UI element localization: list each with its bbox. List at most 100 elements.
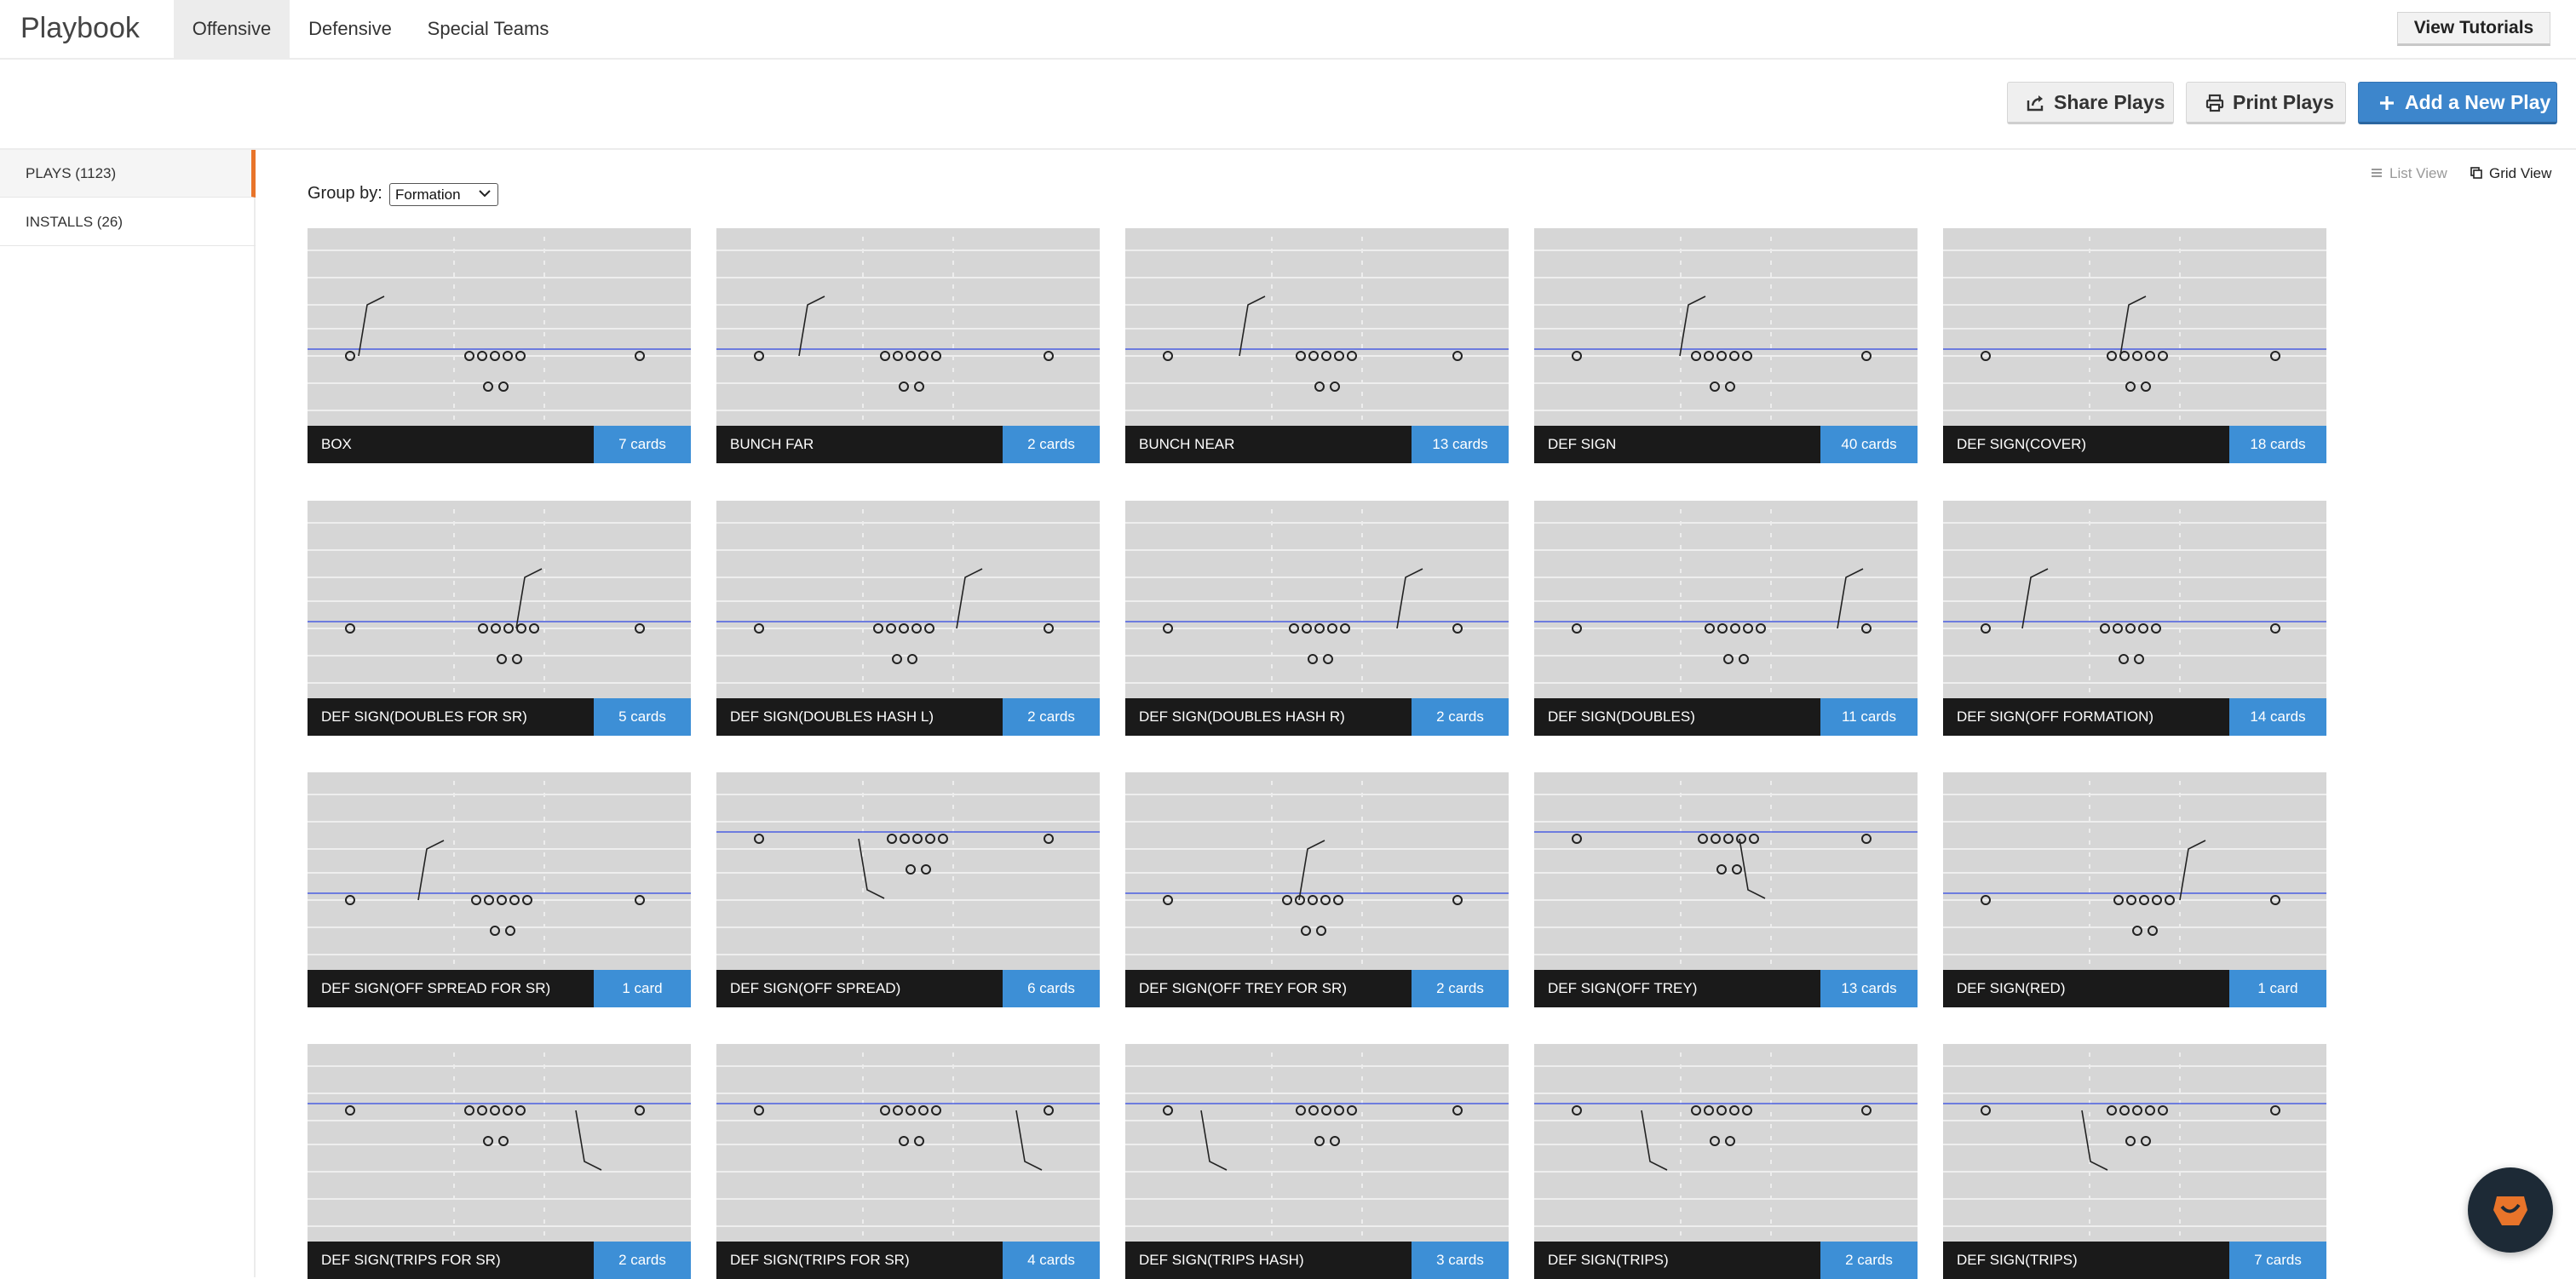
card-count-badge: 2 cards (1003, 698, 1100, 736)
card-count-badge: 6 cards (1003, 970, 1100, 1007)
field-diagram (1125, 1052, 1509, 1236)
card-formation-name: DEF SIGN(TRIPS HASH) (1139, 1252, 1304, 1268)
card-formation-name: DEF SIGN(OFF SPREAD FOR SR) (321, 980, 551, 996)
card-label: DEF SIGN(TRIPS) 2 cards (1534, 1242, 1918, 1279)
print-plays-button[interactable]: Print Plays (2186, 82, 2346, 124)
group-by-label: Group by: (308, 184, 382, 203)
sidebar-item-plays[interactable]: PLAYS (1123) (0, 150, 256, 198)
card-formation-name: DEF SIGN(DOUBLES HASH R) (1139, 708, 1345, 725)
card-label: DEF SIGN(DOUBLES FOR SR) 5 cards (308, 698, 691, 736)
card-label: BOX 7 cards (308, 426, 691, 463)
share-plays-label: Share Plays (2054, 91, 2165, 113)
list-view-label: List View (2389, 165, 2447, 181)
play-card[interactable]: DEF SIGN(DOUBLES HASH L) 2 cards (716, 501, 1100, 736)
card-count-badge: 1 card (594, 970, 691, 1007)
play-card[interactable]: DEF SIGN(RED) 1 card (1943, 772, 2326, 1007)
play-card[interactable]: DEF SIGN(OFF SPREAD FOR SR) 1 card (308, 772, 691, 1007)
play-card[interactable]: DEF SIGN(DOUBLES) 11 cards (1534, 501, 1918, 736)
play-card[interactable]: DEF SIGN(TRIPS) 2 cards (1534, 1044, 1918, 1279)
tab-offensive[interactable]: Offensive (174, 0, 290, 58)
card-label: DEF SIGN(COVER) 18 cards (1943, 426, 2326, 463)
play-card[interactable]: DEF SIGN(OFF FORMATION) 14 cards (1943, 501, 2326, 736)
card-count-badge: 13 cards (1412, 426, 1509, 463)
card-formation-name: DEF SIGN(OFF FORMATION) (1957, 708, 2154, 725)
card-label: DEF SIGN(DOUBLES HASH R) 2 cards (1125, 698, 1509, 736)
card-label: DEF SIGN(OFF FORMATION) 14 cards (1943, 698, 2326, 736)
chevron-down-icon (479, 190, 491, 198)
field-diagram (1534, 1052, 1918, 1236)
play-card[interactable]: DEF SIGN 40 cards (1534, 228, 1918, 463)
play-card[interactable]: DEF SIGN(TRIPS FOR SR) 4 cards (716, 1044, 1100, 1279)
card-count-badge: 4 cards (1003, 1242, 1100, 1279)
field-diagram (1125, 781, 1509, 964)
field-diagram (1534, 509, 1918, 692)
play-card[interactable]: BUNCH NEAR 13 cards (1125, 228, 1509, 463)
play-card[interactable]: DEF SIGN(OFF SPREAD) 6 cards (716, 772, 1100, 1007)
card-count-badge: 14 cards (2229, 698, 2326, 736)
toolbar: Share Plays Print Plays Add a New Play (0, 60, 2576, 150)
card-count-badge: 18 cards (2229, 426, 2326, 463)
group-by-select[interactable]: Formation (389, 183, 498, 206)
sidebar: PLAYS (1123) INSTALLS (26) (0, 150, 256, 1277)
print-plays-label: Print Plays (2233, 91, 2334, 113)
field-diagram (1534, 237, 1918, 420)
field-diagram (1943, 1052, 2326, 1236)
chat-launcher-button[interactable] (2468, 1167, 2553, 1253)
field-diagram (308, 1052, 691, 1236)
play-card[interactable]: DEF SIGN(TRIPS FOR SR) 2 cards (308, 1044, 691, 1279)
card-formation-name: DEF SIGN(DOUBLES FOR SR) (321, 708, 527, 725)
card-count-badge: 2 cards (1412, 970, 1509, 1007)
card-formation-name: DEF SIGN(COVER) (1957, 436, 2087, 452)
card-label: DEF SIGN(OFF SPREAD) 6 cards (716, 970, 1100, 1007)
field-diagram (716, 781, 1100, 964)
field-diagram (1534, 781, 1918, 964)
tab-defensive[interactable]: Defensive (308, 18, 392, 39)
card-count-badge: 7 cards (2229, 1242, 2326, 1279)
share-plays-button[interactable]: Share Plays (2007, 82, 2174, 124)
grid-view-toggle[interactable]: Grid View (2470, 165, 2551, 182)
play-card[interactable]: DEF SIGN(DOUBLES HASH R) 2 cards (1125, 501, 1509, 736)
share-icon (2027, 95, 2044, 112)
field-diagram (1943, 237, 2326, 420)
card-count-badge: 5 cards (594, 698, 691, 736)
play-card[interactable]: DEF SIGN(TRIPS) 7 cards (1943, 1044, 2326, 1279)
tab-special-teams[interactable]: Special Teams (427, 18, 549, 39)
field-diagram (716, 237, 1100, 420)
play-card[interactable]: BUNCH FAR 2 cards (716, 228, 1100, 463)
play-card[interactable]: BOX 7 cards (308, 228, 691, 463)
card-formation-name: BOX (321, 436, 352, 452)
card-count-badge: 13 cards (1820, 970, 1918, 1007)
add-new-play-button[interactable]: Add a New Play (2358, 82, 2557, 124)
play-card[interactable]: DEF SIGN(OFF TREY) 13 cards (1534, 772, 1918, 1007)
play-card[interactable]: DEF SIGN(COVER) 18 cards (1943, 228, 2326, 463)
play-card[interactable]: DEF SIGN(DOUBLES FOR SR) 5 cards (308, 501, 691, 736)
play-card[interactable]: DEF SIGN(TRIPS HASH) 3 cards (1125, 1044, 1509, 1279)
app-title: Playbook (20, 12, 140, 44)
card-formation-name: BUNCH NEAR (1139, 436, 1235, 452)
card-label: DEF SIGN(DOUBLES HASH L) 2 cards (716, 698, 1100, 736)
card-formation-name: DEF SIGN(OFF SPREAD) (730, 980, 901, 996)
card-label: DEF SIGN(RED) 1 card (1943, 970, 2326, 1007)
card-count-badge: 2 cards (1412, 698, 1509, 736)
card-label: DEF SIGN(TRIPS) 7 cards (1943, 1242, 2326, 1279)
field-diagram (716, 509, 1100, 692)
card-count-badge: 2 cards (1003, 426, 1100, 463)
card-formation-name: DEF SIGN(DOUBLES HASH L) (730, 708, 934, 725)
card-count-badge: 7 cards (594, 426, 691, 463)
play-card[interactable]: DEF SIGN(OFF TREY FOR SR) 2 cards (1125, 772, 1509, 1007)
chat-icon (2493, 1196, 2527, 1225)
printer-icon (2205, 94, 2224, 112)
list-view-toggle[interactable]: List View (2371, 165, 2447, 182)
view-tutorials-button[interactable]: View Tutorials (2397, 12, 2550, 46)
card-label: DEF SIGN(TRIPS FOR SR) 2 cards (308, 1242, 691, 1279)
plus-icon (2380, 96, 2394, 110)
card-label: BUNCH FAR 2 cards (716, 426, 1100, 463)
card-formation-name: DEF SIGN(DOUBLES) (1548, 708, 1695, 725)
field-diagram (308, 781, 691, 964)
card-formation-name: DEF SIGN(OFF TREY FOR SR) (1139, 980, 1347, 996)
field-diagram (716, 1052, 1100, 1236)
card-label: DEF SIGN(OFF SPREAD FOR SR) 1 card (308, 970, 691, 1007)
sidebar-item-installs[interactable]: INSTALLS (26) (0, 198, 256, 246)
card-label: DEF SIGN(OFF TREY) 13 cards (1534, 970, 1918, 1007)
card-label: DEF SIGN(TRIPS FOR SR) 4 cards (716, 1242, 1100, 1279)
